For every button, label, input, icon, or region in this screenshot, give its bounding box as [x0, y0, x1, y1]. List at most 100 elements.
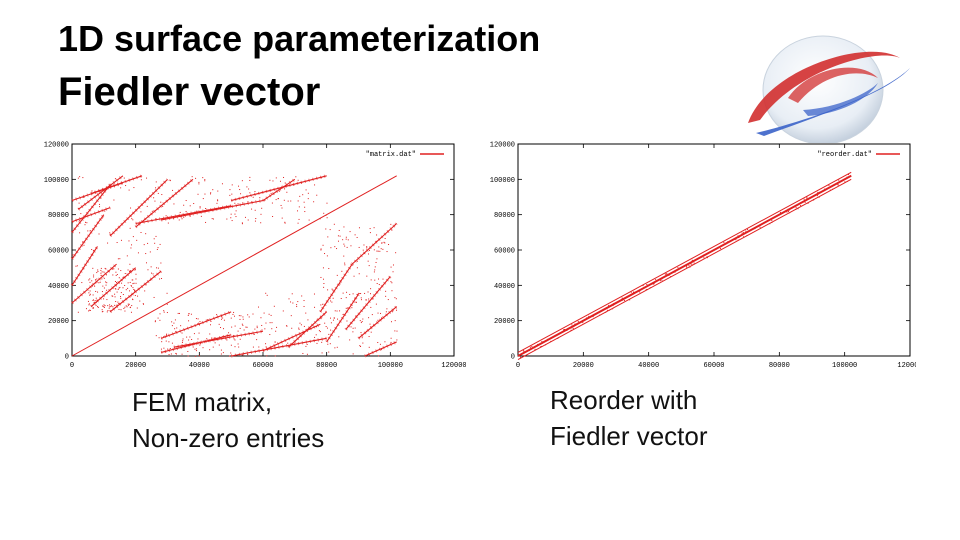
reordered-entry — [612, 304, 614, 306]
nonzero-band-scatter — [160, 310, 232, 340]
reordered-entry — [653, 282, 655, 284]
nonzero-entry — [345, 238, 347, 240]
nonzero-entry — [344, 262, 346, 264]
nonzero-entry — [99, 281, 101, 283]
nonzero-entry — [185, 211, 187, 213]
nonzero-entry — [117, 288, 119, 290]
nonzero-entry — [333, 223, 335, 225]
reordered-entry — [563, 329, 565, 331]
nonzero-entry — [305, 345, 307, 347]
nonzero-entry — [352, 353, 354, 355]
reordered-entry — [523, 351, 525, 353]
nonzero-entry — [195, 348, 197, 350]
nonzero-entry — [101, 271, 103, 273]
nonzero-entry — [120, 279, 122, 281]
reordered-entry — [692, 260, 694, 262]
nonzero-entry — [291, 327, 293, 329]
nonzero-entry — [320, 248, 322, 250]
caption-fem-line-1: FEM matrix, — [132, 387, 273, 417]
nonzero-entry — [366, 247, 368, 249]
nonzero-entry — [374, 266, 376, 268]
x-tick-label: 120000 — [897, 362, 916, 370]
nonzero-entry — [103, 271, 105, 273]
reordered-entry — [728, 240, 730, 242]
nonzero-entry — [75, 265, 77, 267]
reordered-entry — [788, 211, 790, 213]
nonzero-entry — [376, 258, 378, 260]
nonzero-entry — [286, 325, 288, 327]
nonzero-entry — [191, 176, 193, 178]
nonzero-entry — [249, 176, 251, 178]
nonzero-entry — [142, 303, 144, 305]
nonzero-entry — [115, 282, 117, 284]
nonzero-entry — [373, 249, 375, 251]
nonzero-entry — [117, 268, 119, 270]
reordered-entry — [664, 273, 666, 275]
nonzero-entry — [280, 346, 282, 348]
y-tick-label: 60000 — [494, 248, 515, 256]
reordered-entry — [541, 345, 543, 347]
nonzero-entry — [155, 235, 157, 237]
reordered-entry — [582, 322, 584, 324]
nonzero-entry — [147, 269, 149, 271]
nonzero-entry — [88, 310, 90, 312]
reordered-entry — [797, 208, 799, 210]
nonzero-entry — [94, 301, 96, 303]
nonzero-entry — [96, 299, 98, 301]
reordered-entry — [837, 184, 839, 186]
nonzero-entry — [149, 251, 151, 253]
nonzero-entry — [175, 353, 177, 355]
nonzero-entry — [395, 252, 397, 254]
nonzero-entry — [241, 223, 243, 225]
nonzero-entry — [369, 232, 371, 234]
nonzero-entry — [198, 332, 200, 334]
reordered-entry — [779, 211, 781, 213]
nonzero-entry — [390, 321, 392, 323]
nonzero-entry — [183, 216, 185, 218]
nonzero-entry — [351, 307, 353, 309]
nonzero-entry — [119, 286, 121, 288]
nonzero-entry — [325, 214, 327, 216]
nonzero-entry — [212, 218, 214, 220]
nonzero-entry — [377, 250, 379, 252]
nonzero-entry — [362, 249, 364, 251]
nonzero-entry — [119, 303, 121, 305]
nonzero-entry — [80, 213, 82, 215]
reordered-entry — [557, 333, 559, 335]
nonzero-entry — [360, 332, 362, 334]
nonzero-entry — [188, 313, 190, 315]
reordered-entry — [642, 285, 644, 287]
nonzero-entry — [144, 290, 146, 292]
reordered-entry — [844, 181, 846, 183]
nonzero-entry — [354, 298, 356, 300]
nonzero-entry — [160, 348, 162, 350]
nonzero-entry — [390, 337, 392, 339]
nonzero-entry — [365, 299, 367, 301]
nonzero-entry — [116, 291, 118, 293]
nonzero-entry — [120, 239, 122, 241]
nonzero-entry — [129, 270, 131, 272]
nonzero-entry — [206, 338, 208, 340]
nonzero-entry — [155, 218, 157, 220]
nonzero-entry — [112, 274, 114, 276]
nonzero-entry — [82, 196, 84, 198]
nonzero-entry — [350, 326, 352, 328]
nonzero-entry — [170, 353, 172, 355]
nonzero-entry — [252, 313, 254, 315]
reordered-entry — [686, 264, 688, 266]
nonzero-entry — [368, 336, 370, 338]
nonzero-entry — [270, 192, 272, 194]
reordered-entry — [703, 254, 705, 256]
reordered-entry — [795, 208, 797, 210]
nonzero-entry — [265, 322, 267, 324]
nonzero-entry — [396, 309, 398, 311]
reordered-entry — [753, 228, 755, 230]
nonzero-entry — [204, 179, 206, 181]
reordered-entry — [706, 256, 708, 258]
nonzero-entry — [130, 311, 132, 313]
nonzero-entry — [269, 322, 271, 324]
nonzero-band — [160, 311, 232, 339]
nonzero-entry — [260, 317, 262, 319]
nonzero-entry — [109, 304, 111, 306]
reordered-entry — [837, 184, 839, 186]
